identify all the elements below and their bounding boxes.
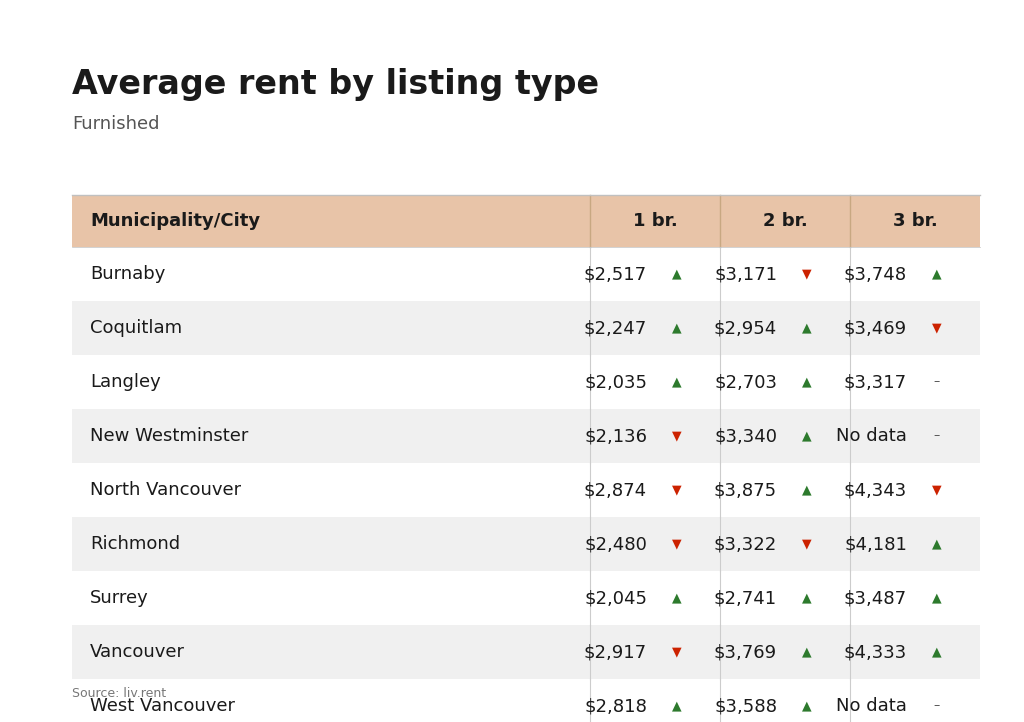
Text: $2,703: $2,703 [714,373,777,391]
Text: Furnished: Furnished [72,115,160,133]
Text: $3,317: $3,317 [844,373,907,391]
Text: North Vancouver: North Vancouver [90,481,241,499]
Text: ▼: ▼ [672,645,682,658]
Bar [72,247,980,301]
Bar [72,571,980,625]
Text: $2,818: $2,818 [584,697,647,715]
Text: ▲: ▲ [672,321,682,334]
Text: –: – [934,375,940,388]
Text: ▲: ▲ [932,591,942,604]
Text: $3,322: $3,322 [714,535,777,553]
Text: ▲: ▲ [802,645,812,658]
Text: $4,333: $4,333 [844,643,907,661]
Text: $3,748: $3,748 [844,265,907,283]
Text: ▲: ▲ [802,700,812,713]
Text: Vancouver: Vancouver [90,643,185,661]
Text: 2 br.: 2 br. [763,212,807,230]
Text: $4,343: $4,343 [844,481,907,499]
Bar [72,409,980,463]
Text: ▲: ▲ [672,700,682,713]
Text: ▼: ▼ [802,267,812,281]
Text: $2,917: $2,917 [584,643,647,661]
Bar [72,463,980,517]
Text: ▼: ▼ [802,537,812,550]
Text: Burnaby: Burnaby [90,265,165,283]
Text: ▲: ▲ [802,321,812,334]
Text: $2,517: $2,517 [584,265,647,283]
Text: ▲: ▲ [672,375,682,388]
Text: $3,769: $3,769 [714,643,777,661]
Text: ▼: ▼ [932,321,942,334]
Text: ▼: ▼ [672,484,682,497]
Text: $3,171: $3,171 [714,265,777,283]
Text: New Westminster: New Westminster [90,427,249,445]
Text: ▼: ▼ [672,537,682,550]
Text: Municipality/City: Municipality/City [90,212,260,230]
Text: $2,874: $2,874 [584,481,647,499]
Text: ▲: ▲ [672,267,682,281]
Text: No data: No data [837,697,907,715]
Text: $3,469: $3,469 [844,319,907,337]
Text: $4,181: $4,181 [844,535,907,553]
Text: Coquitlam: Coquitlam [90,319,182,337]
Text: $3,340: $3,340 [714,427,777,445]
Text: ▲: ▲ [932,267,942,281]
Text: $3,875: $3,875 [714,481,777,499]
Bar [72,625,980,679]
Text: $3,487: $3,487 [844,589,907,607]
Text: No data: No data [837,427,907,445]
Text: West Vancouver: West Vancouver [90,697,234,715]
Text: –: – [934,700,940,713]
Text: Source: liv.rent: Source: liv.rent [72,687,166,700]
Text: $2,954: $2,954 [714,319,777,337]
Text: ▲: ▲ [672,591,682,604]
Text: ▲: ▲ [802,430,812,443]
Text: ▲: ▲ [802,484,812,497]
Text: –: – [934,430,940,443]
Bar [72,517,980,571]
Bar [72,195,980,247]
Bar [72,355,980,409]
Text: $2,035: $2,035 [584,373,647,391]
Text: $2,480: $2,480 [584,535,647,553]
Text: $2,045: $2,045 [584,589,647,607]
Text: ▼: ▼ [672,430,682,443]
Bar [72,679,980,722]
Text: 3 br.: 3 br. [893,212,937,230]
Text: ▲: ▲ [932,645,942,658]
Text: Average rent by listing type: Average rent by listing type [72,68,599,101]
Text: $3,588: $3,588 [714,697,777,715]
Text: ▲: ▲ [802,375,812,388]
Text: Langley: Langley [90,373,161,391]
Text: Surrey: Surrey [90,589,148,607]
Text: 1 br.: 1 br. [633,212,677,230]
Text: $2,136: $2,136 [584,427,647,445]
Text: ▲: ▲ [932,537,942,550]
Bar [72,301,980,355]
Text: $2,741: $2,741 [714,589,777,607]
Text: $2,247: $2,247 [584,319,647,337]
Text: Richmond: Richmond [90,535,180,553]
Text: ▲: ▲ [802,591,812,604]
Text: ▼: ▼ [932,484,942,497]
